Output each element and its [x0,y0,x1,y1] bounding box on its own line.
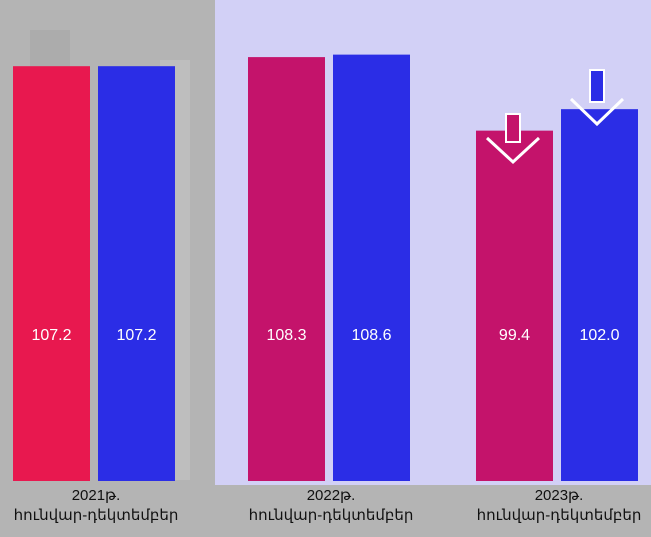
data-label: 102.0 [579,327,619,344]
bar [476,130,553,482]
bar [248,57,325,481]
data-label: 108.6 [351,327,391,344]
bar [98,66,175,481]
x-tick-label: 2021թ. հունվար-դեկտեմբեր [13,487,179,524]
x-tick-label: 2023թ. հունվար-դեկտեմբեր [476,487,642,524]
data-label: 99.4 [499,327,530,344]
down-arrow [569,69,625,127]
down-arrow [485,113,541,165]
bar [561,109,638,481]
bar [333,54,410,481]
data-label: 107.2 [116,327,156,344]
data-label: 108.3 [266,327,306,344]
data-label: 107.2 [31,327,71,344]
bar [13,66,90,481]
x-tick-label: 2022թ. հունվար-դեկտեմբեր [248,487,414,524]
